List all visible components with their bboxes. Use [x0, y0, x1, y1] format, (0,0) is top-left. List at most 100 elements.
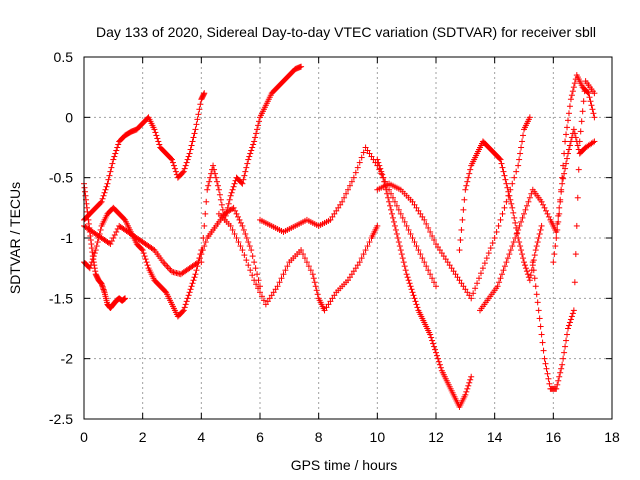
y-tick-label: -2.5	[49, 411, 73, 427]
data-point	[425, 267, 432, 274]
data-point	[113, 228, 120, 235]
data-point	[385, 194, 392, 201]
data-point	[564, 155, 571, 162]
data-point	[206, 178, 213, 185]
data-point	[508, 200, 515, 207]
data-point	[510, 209, 517, 216]
data-point	[325, 301, 332, 308]
x-tick-label: 2	[139, 429, 147, 445]
data-point	[463, 388, 470, 395]
data-point	[188, 142, 195, 149]
data-point	[561, 349, 568, 356]
data-point	[144, 262, 151, 269]
data-point	[346, 274, 353, 281]
data-point	[419, 213, 426, 220]
data-point	[570, 84, 577, 91]
data-point	[335, 204, 342, 211]
data-point	[539, 339, 546, 346]
data-point	[402, 267, 409, 274]
data-point	[245, 239, 252, 246]
data-point	[198, 251, 205, 258]
data-point	[518, 144, 525, 151]
data-point	[479, 265, 486, 272]
data-point	[91, 250, 98, 257]
data-point	[544, 210, 551, 217]
data-point	[201, 222, 208, 229]
data-point	[301, 255, 308, 262]
x-tick-label: 10	[370, 429, 386, 445]
data-point	[272, 286, 279, 293]
data-point	[500, 267, 507, 274]
data-point	[195, 111, 202, 118]
data-point	[542, 360, 549, 367]
data-point	[218, 201, 225, 208]
data-point	[533, 291, 540, 298]
data-point	[374, 156, 381, 163]
data-point	[180, 307, 187, 314]
series-satellite-track-L	[529, 78, 598, 392]
data-point	[380, 174, 387, 181]
data-point	[242, 230, 249, 237]
data-point	[282, 267, 289, 274]
data-point	[103, 183, 110, 190]
data-point	[110, 156, 117, 163]
data-point	[466, 170, 473, 177]
data-point	[498, 160, 505, 167]
data-point	[366, 150, 373, 157]
data-point	[566, 142, 573, 149]
data-point	[506, 192, 513, 199]
data-point	[571, 279, 578, 286]
data-point	[232, 207, 239, 214]
data-point	[427, 331, 434, 338]
data-point	[378, 168, 385, 175]
data-point	[274, 283, 281, 290]
data-point	[436, 247, 443, 254]
data-point	[387, 202, 394, 209]
data-point	[556, 204, 563, 211]
data-point	[360, 149, 367, 156]
data-point	[240, 226, 247, 233]
data-point	[364, 147, 371, 154]
data-point	[104, 180, 111, 187]
data-point	[577, 128, 584, 135]
data-point	[213, 174, 219, 181]
data-point	[481, 260, 488, 267]
data-point	[114, 144, 121, 151]
data-point	[240, 176, 247, 183]
data-point	[122, 295, 129, 302]
data-point	[381, 178, 388, 185]
data-point	[415, 207, 422, 214]
data-point	[428, 334, 435, 341]
data-point	[256, 118, 263, 125]
series-satellite-track-B	[81, 90, 208, 223]
data-point	[507, 196, 514, 203]
data-point	[516, 156, 523, 163]
data-point	[509, 243, 516, 250]
data-point	[561, 170, 568, 177]
data-point	[314, 291, 321, 298]
data-point	[504, 184, 511, 191]
data-point	[397, 247, 404, 254]
data-point	[522, 265, 529, 272]
data-point	[556, 210, 563, 217]
data-point	[413, 301, 420, 308]
data-point	[241, 252, 248, 259]
data-point	[460, 283, 467, 290]
y-tick-label: -1	[61, 230, 74, 246]
data-point	[430, 340, 437, 347]
data-point	[245, 262, 252, 269]
data-point	[496, 155, 503, 162]
data-point	[278, 275, 285, 282]
data-point	[421, 259, 428, 266]
data-point	[393, 230, 400, 237]
data-point	[487, 245, 494, 252]
data-point	[565, 325, 571, 332]
data-point	[407, 283, 414, 290]
data-point	[389, 210, 395, 217]
data-point	[239, 180, 246, 187]
data-point	[517, 150, 524, 157]
data-point	[476, 275, 483, 282]
data-point	[254, 126, 261, 133]
data-point	[423, 220, 430, 227]
